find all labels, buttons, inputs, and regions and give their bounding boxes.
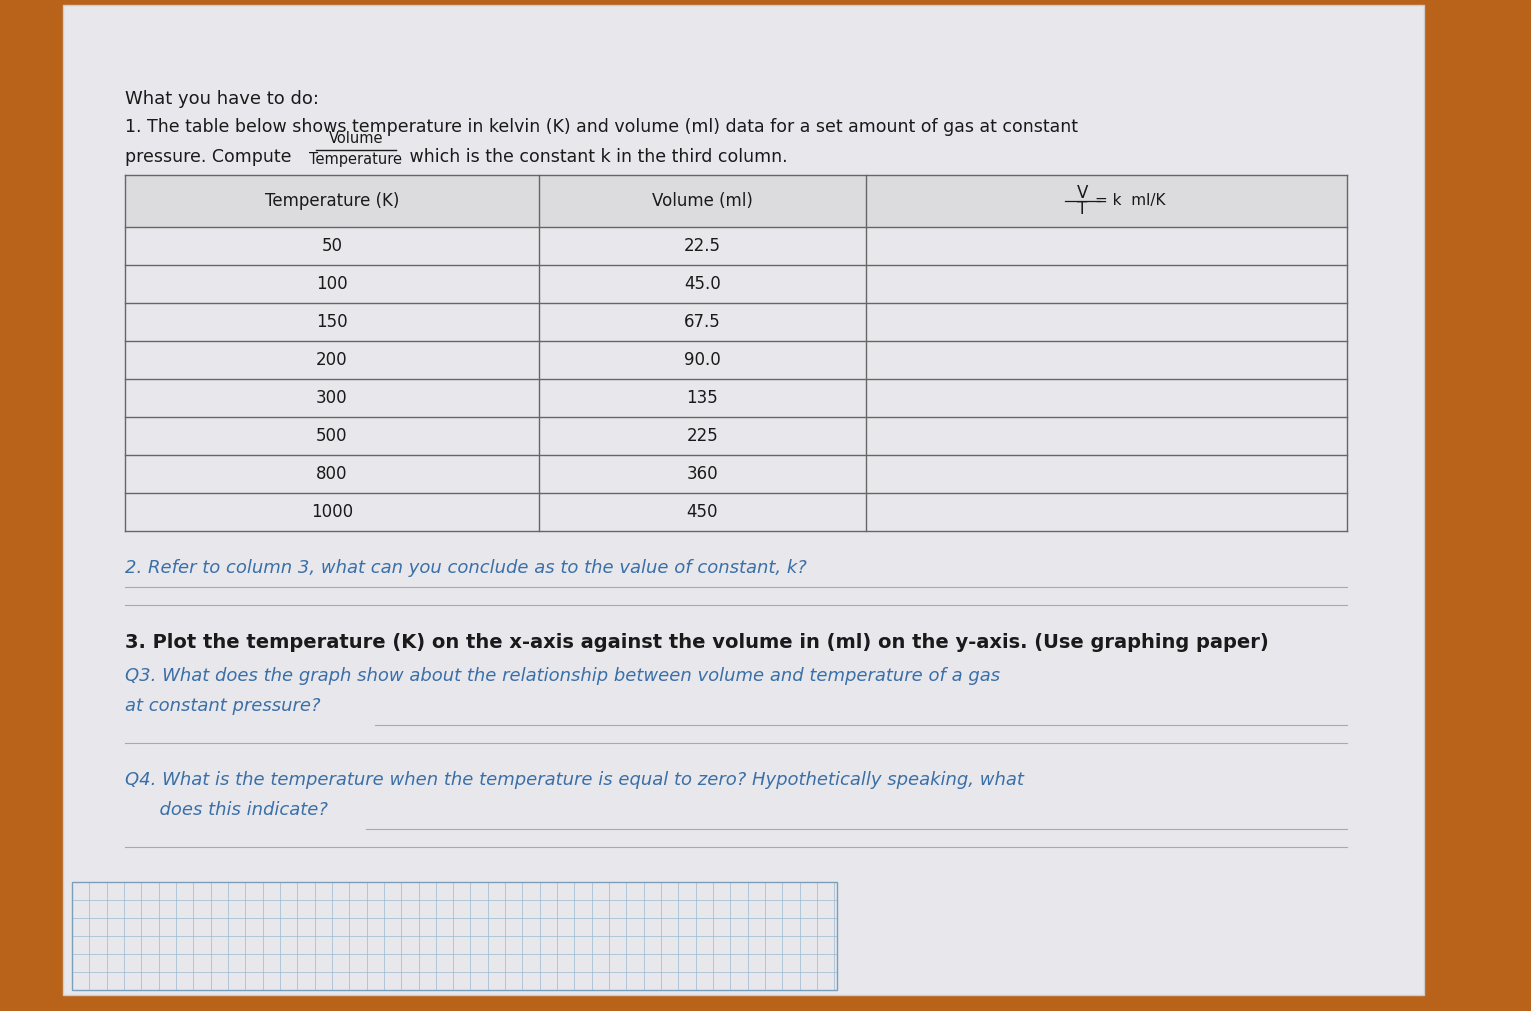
Text: V: V [1076,184,1089,202]
Text: pressure. Compute: pressure. Compute [126,148,297,166]
Text: 225: 225 [686,427,718,445]
Text: does this indicate?: does this indicate? [126,801,328,819]
Text: 1000: 1000 [311,503,354,521]
Text: 360: 360 [686,465,718,483]
Text: 2. Refer to column 3, what can you conclude as to the value of constant, k?: 2. Refer to column 3, what can you concl… [126,559,807,577]
Text: which is the constant k in the third column.: which is the constant k in the third col… [404,148,788,166]
Text: 1. The table below shows temperature in kelvin (K) and volume (ml) data for a se: 1. The table below shows temperature in … [126,118,1078,136]
Text: 450: 450 [686,503,718,521]
Text: 67.5: 67.5 [684,313,721,331]
Text: 300: 300 [315,389,348,407]
Text: 90.0: 90.0 [684,351,721,369]
Text: Volume: Volume [329,131,383,146]
Text: Q4. What is the temperature when the temperature is equal to zero? Hypotheticall: Q4. What is the temperature when the tem… [126,771,1024,789]
Text: 100: 100 [315,275,348,293]
Text: 45.0: 45.0 [684,275,721,293]
Text: What you have to do:: What you have to do: [126,90,318,108]
Text: 50: 50 [322,237,343,255]
Text: 500: 500 [317,427,348,445]
Text: 150: 150 [315,313,348,331]
Text: Temperature: Temperature [309,152,403,167]
Text: 135: 135 [686,389,718,407]
Text: 22.5: 22.5 [684,237,721,255]
Text: Q3. What does the graph show about the relationship between volume and temperatu: Q3. What does the graph show about the r… [126,667,1000,685]
Text: Volume (ml): Volume (ml) [652,192,753,210]
Text: Temperature (K): Temperature (K) [265,192,400,210]
Text: 800: 800 [317,465,348,483]
Text: at constant pressure?: at constant pressure? [126,697,320,715]
Bar [72,882,837,990]
Text: = k  ml/K: = k ml/K [1095,193,1165,208]
Bar [126,175,1347,227]
Text: 3. Plot the temperature (K) on the x-axis against the volume in (ml) on the y-ax: 3. Plot the temperature (K) on the x-axi… [126,633,1269,652]
Text: 200: 200 [315,351,348,369]
Text: T: T [1078,200,1087,218]
